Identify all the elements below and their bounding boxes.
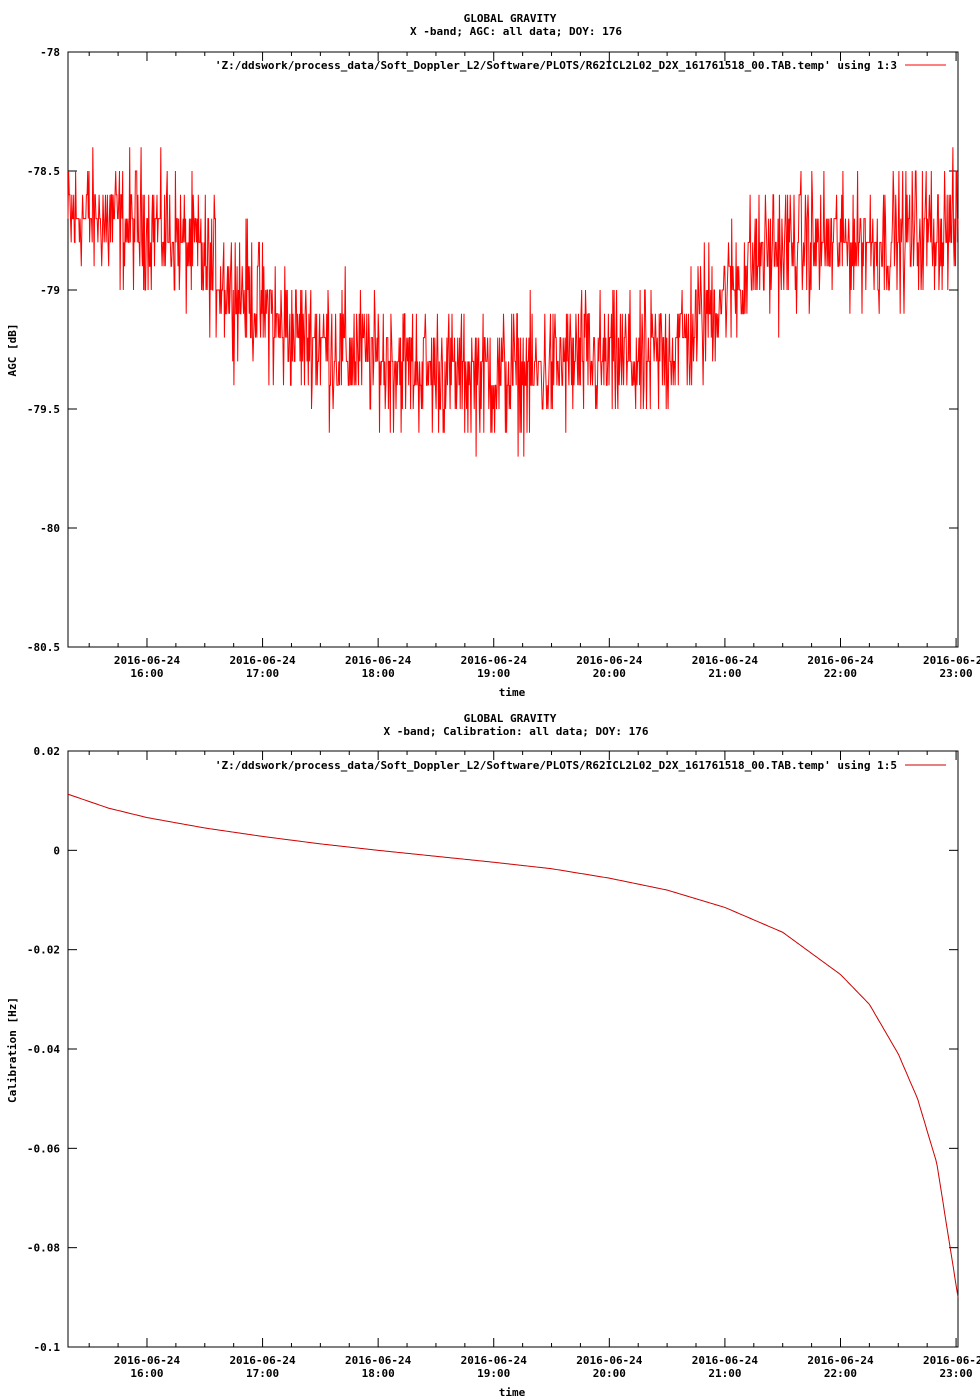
calibration-ytick-label: -0.02: [27, 944, 60, 957]
agc-xtick-label-time: 17:00: [246, 667, 279, 680]
agc-xtick-label-time: 18:00: [362, 667, 395, 680]
calibration-xtick-label-date: 2016-06-24: [692, 1354, 759, 1367]
calibration-plot-frame: [67, 750, 959, 1348]
calibration-xtick-label-time: 23:00: [940, 1367, 973, 1380]
calibration-ytick-label: 0.02: [34, 745, 61, 758]
calibration-ytick-label: 0: [53, 844, 60, 857]
agc-xtick-label-time: 20:00: [593, 667, 626, 680]
agc-xtick-label-time: 23:00: [940, 667, 973, 680]
calibration-ytick-label: -0.04: [27, 1043, 60, 1056]
calibration-xtick-label-date: 2016-06-24: [576, 1354, 643, 1367]
calibration-xtick-label-time: 16:00: [130, 1367, 163, 1380]
agc-xtick-label-date: 2016-06-24: [461, 654, 528, 667]
calibration-xtick-label-time: 17:00: [246, 1367, 279, 1380]
agc-chart-subtitle: X -band; AGC: all data; DOY: 176: [410, 25, 622, 38]
agc-xtick-label-date: 2016-06-24: [576, 654, 643, 667]
calibration-ytick-label: -0.1: [34, 1341, 61, 1354]
calibration-xtick-label-time: 19:00: [477, 1367, 510, 1380]
agc-ytick-label: -80: [40, 522, 60, 535]
calibration-xtick-label-date: 2016-06-24: [114, 1354, 181, 1367]
calibration-xtick-label-time: 22:00: [824, 1367, 857, 1380]
agc-xtick-label-time: 22:00: [824, 667, 857, 680]
agc-plot-frame: [67, 51, 959, 648]
agc-xtick-label-date: 2016-06-24: [692, 654, 759, 667]
agc-ytick-label: -80.5: [27, 641, 60, 654]
calibration-ytick-label: -0.06: [27, 1142, 60, 1155]
calibration-chart-xlabel: time: [499, 1386, 526, 1399]
agc-xtick-label-time: 21:00: [708, 667, 741, 680]
calibration-chart-title: GLOBAL GRAVITY: [464, 712, 557, 725]
calibration-xtick-label-date: 2016-06-24: [345, 1354, 412, 1367]
agc-xtick-label-date: 2016-06-24: [923, 654, 980, 667]
agc-xtick-label-time: 16:00: [130, 667, 163, 680]
calibration-xtick-label-date: 2016-06-24: [923, 1354, 980, 1367]
agc-chart-panel: GLOBAL GRAVITY X -band; AGC: all data; D…: [6, 12, 980, 699]
agc-ytick-label: -79: [40, 284, 60, 297]
agc-chart-title: GLOBAL GRAVITY: [464, 12, 557, 25]
agc-xtick-label-date: 2016-06-24: [345, 654, 412, 667]
agc-xtick-label-date: 2016-06-24: [114, 654, 181, 667]
agc-series-line: [67, 147, 959, 457]
agc-xtick-label-date: 2016-06-24: [229, 654, 296, 667]
calibration-series-line: [67, 793, 959, 1298]
agc-xtick-label-date: 2016-06-24: [807, 654, 874, 667]
agc-ytick-label: -79.5: [27, 403, 60, 416]
agc-ytick-label: -78: [40, 46, 60, 59]
agc-ytick-label: -78.5: [27, 165, 60, 178]
calibration-xtick-label-date: 2016-06-24: [229, 1354, 296, 1367]
calibration-chart-subtitle: X -band; Calibration: all data; DOY: 176: [384, 725, 649, 738]
calibration-xtick-label-time: 20:00: [593, 1367, 626, 1380]
agc-xtick-label-time: 19:00: [477, 667, 510, 680]
calibration-chart-panel: GLOBAL GRAVITY X -band; Calibration: all…: [6, 712, 980, 1399]
calibration-xtick-label-date: 2016-06-24: [461, 1354, 528, 1367]
calibration-xtick-label-time: 18:00: [362, 1367, 395, 1380]
calibration-xtick-label-time: 21:00: [708, 1367, 741, 1380]
calibration-chart-ylabel: Calibration [Hz]: [6, 997, 19, 1103]
calibration-xtick-label-date: 2016-06-24: [807, 1354, 874, 1367]
agc-chart-legend-label: 'Z:/ddswork/process_data/Soft_Doppler_L2…: [215, 59, 897, 72]
agc-chart-ylabel: AGC [dB]: [6, 324, 19, 377]
agc-chart-xlabel: time: [499, 686, 526, 699]
calibration-ytick-label: -0.08: [27, 1242, 60, 1255]
calibration-chart-legend-label: 'Z:/ddswork/process_data/Soft_Doppler_L2…: [215, 759, 897, 772]
